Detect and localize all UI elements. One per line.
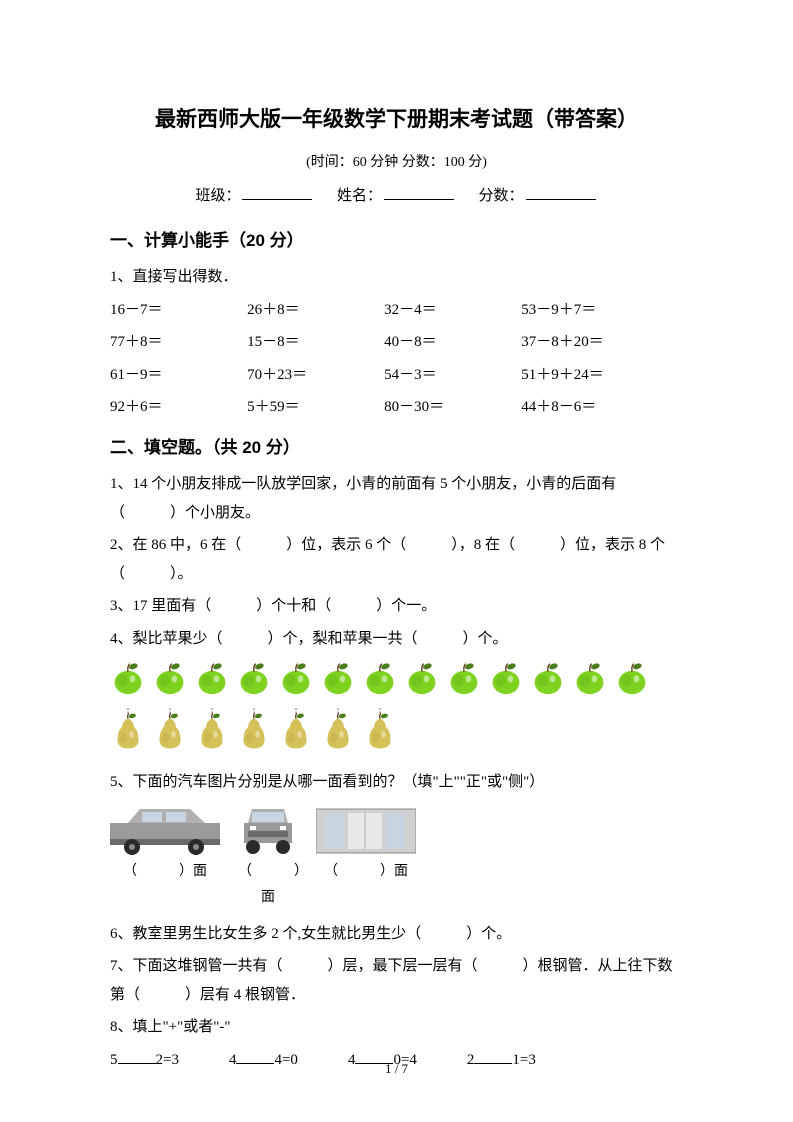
apple-icon [572,661,608,706]
apple-icon [236,661,272,706]
pear-icon [362,708,398,763]
section2-header: 二、填空题。（共 20 分） [110,432,683,464]
car-label-row: （ ）面 （ ）面 （ ）面 [110,859,683,912]
apple-icon [362,661,398,706]
pear-icon [278,708,314,763]
q2: 2、在 86 中，6 在（ ）位，表示 6 个（ ），8 在（ ）位，表示 8 … [110,531,683,588]
calc-cell: 70＋23＝ [247,361,374,390]
calc-cell: 26＋8＝ [247,296,374,325]
section1-lead: 1、直接写出得数． [110,263,683,292]
score-blank[interactable] [526,185,596,200]
calc-cell: 15－8＝ [247,328,374,357]
car-front-icon [238,805,298,855]
section1-header: 一、计算小能手（20 分） [110,225,683,257]
info-line: 班级： 姓名： 分数： [110,182,683,211]
car-side-icon [110,805,220,855]
class-blank[interactable] [242,185,312,200]
name-label: 姓名： [337,188,382,204]
apple-icon [446,661,482,706]
pear-row [110,708,683,763]
car-row [110,805,683,855]
q6: 6、教室里男生比女生多 2 个,女生就比男生少（ ）个。 [110,920,683,949]
apple-icon [110,661,146,706]
apple-icon [320,661,356,706]
q8: 8、填上"+"或者"-" [110,1013,683,1042]
calc-cell: 40－8＝ [384,328,511,357]
pear-icon [194,708,230,763]
q7: 7、下面这堆钢管一共有（ ）层，最下层一层有（ ）根钢管．从上往下数第（ ）层有… [110,952,683,1009]
calc-cell: 51＋9＋24＝ [521,361,683,390]
pear-icon [236,708,272,763]
apple-icon [404,661,440,706]
calc-cell: 54－3＝ [384,361,511,390]
calc-cell: 80－30＝ [384,393,511,422]
apple-icon [530,661,566,706]
calc-cell: 77＋8＝ [110,328,237,357]
calc-cell: 61－9＝ [110,361,237,390]
calc-cell: 53－9＋7＝ [521,296,683,325]
score-label: 分数： [479,188,524,204]
pear-icon [110,708,146,763]
car-top-icon [316,807,416,855]
calc-cell: 16－7＝ [110,296,237,325]
apple-icon [194,661,230,706]
page-title: 最新西师大版一年级数学下册期末考试题（带答案） [110,100,683,140]
pear-icon [152,708,188,763]
car-label-2: （ ）面 [238,859,298,912]
apple-icon [488,661,524,706]
q1: 1、14 个小朋友排成一队放学回家，小青的前面有 5 个小朋友，小青的后面有（ … [110,470,683,527]
pear-icon [320,708,356,763]
q5: 5、下面的汽车图片分别是从哪一面看到的？（填"上""正"或"侧"） [110,768,683,797]
apple-icon [614,661,650,706]
calc-cell: 5＋59＝ [247,393,374,422]
apple-icon [152,661,188,706]
page-number: 1 / 7 [0,1057,793,1082]
calc-cell: 32－4＝ [384,296,511,325]
apple-icon [278,661,314,706]
car-label-1: （ ）面 [110,859,220,912]
calc-cell: 44＋8－6＝ [521,393,683,422]
name-blank[interactable] [384,185,454,200]
calc-cell: 37－8＋20＝ [521,328,683,357]
car-label-3: （ ）面 [316,859,416,912]
apple-row [110,661,683,706]
subtitle: (时间：60 分钟 分数：100 分) [110,150,683,177]
class-label: 班级： [195,188,240,204]
calc-grid: 16－7＝ 26＋8＝ 32－4＝ 53－9＋7＝ 77＋8＝ 15－8＝ 40－8＝ 37－… [110,296,683,422]
q3: 3、17 里面有（ ）个十和（ ）个一。 [110,592,683,621]
calc-cell: 92＋6＝ [110,393,237,422]
q4: 4、梨比苹果少（ ）个，梨和苹果一共（ ）个。 [110,625,683,654]
